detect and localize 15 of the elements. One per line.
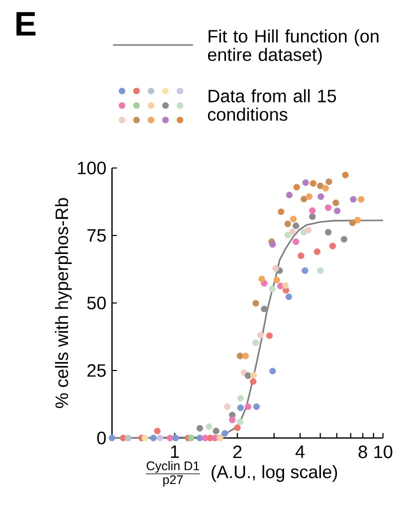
x-tick-label: 10 — [374, 446, 392, 458]
y-tick-label: 0 — [97, 432, 106, 444]
chart-title: E — [16, 12, 36, 36]
x-tick-label: 8 — [358, 446, 368, 458]
legend-label: Fit to Hill function (on entire dataset) — [208, 29, 378, 65]
x-tick-label: 4 — [296, 446, 305, 458]
x-tick-label: 2 — [233, 446, 242, 458]
y-tick-label: 25 — [87, 364, 106, 377]
y-axis-title: % cells with hyperphos-Rb — [55, 198, 72, 408]
y-tick-label: 50 — [87, 296, 106, 310]
y-tick-label: 75 — [87, 229, 106, 242]
x-axis-title: $\frac{\text{Cyclin D1}}{\text{p27}}\;\;\text{(A.U., log scale)}$ — [146, 461, 337, 487]
x-tick-label: 1 — [171, 446, 179, 458]
legend-label: Data from all 15 conditions — [208, 89, 336, 121]
y-tick-label: 100 — [78, 162, 106, 174]
